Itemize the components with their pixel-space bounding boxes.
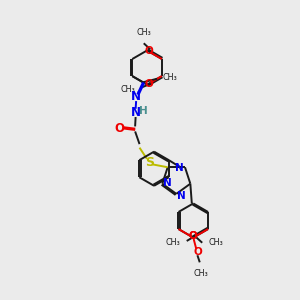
Text: CH₃: CH₃ [194, 269, 208, 278]
Text: H: H [139, 106, 148, 116]
Text: CH₃: CH₃ [166, 238, 180, 247]
Text: O: O [193, 247, 202, 257]
Text: CH₃: CH₃ [163, 73, 178, 82]
Text: O: O [114, 122, 124, 135]
Text: CH₃: CH₃ [136, 28, 151, 38]
Text: O: O [188, 230, 197, 241]
Text: N: N [177, 190, 186, 201]
Text: N: N [131, 91, 141, 103]
Text: CH₃: CH₃ [121, 85, 135, 94]
Text: S: S [145, 157, 154, 169]
Text: N: N [130, 106, 141, 119]
Text: O: O [144, 46, 153, 56]
Text: N: N [163, 178, 172, 188]
Text: N: N [175, 164, 184, 173]
Text: O: O [189, 230, 197, 241]
Text: CH₃: CH₃ [209, 238, 224, 247]
Text: O: O [144, 79, 153, 89]
